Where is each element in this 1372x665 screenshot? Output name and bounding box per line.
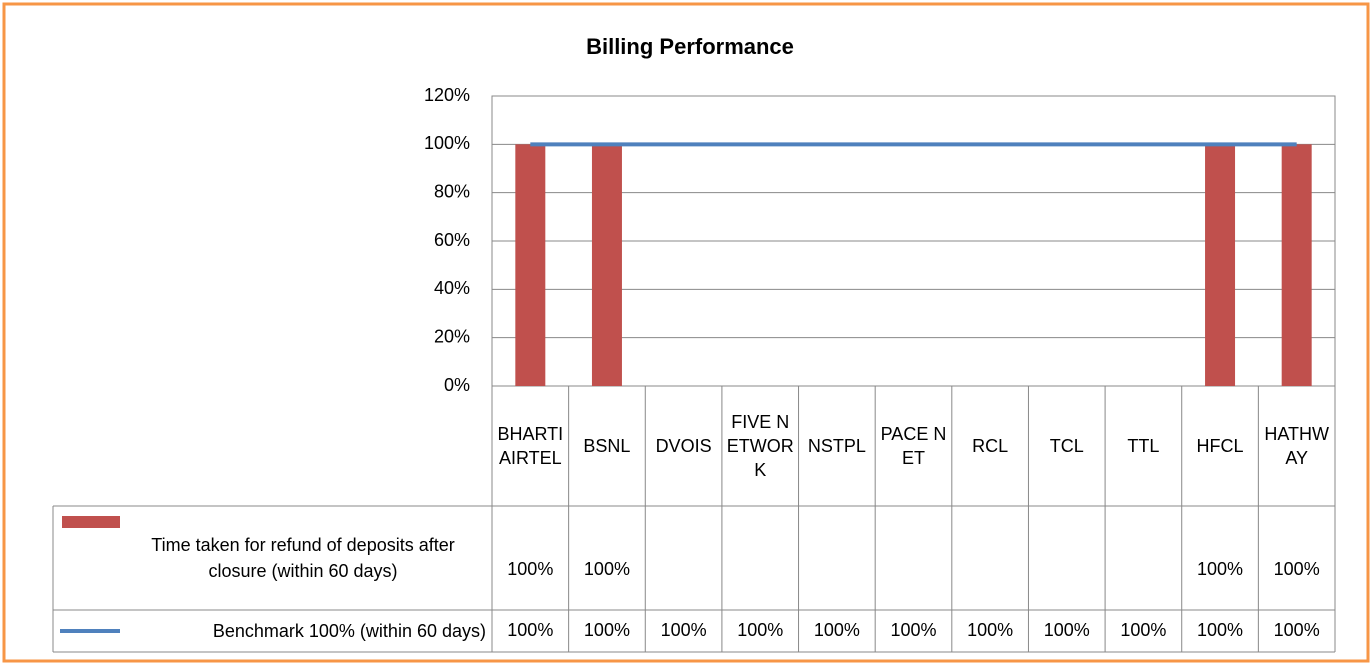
x-category-label-box: TCL bbox=[1049, 436, 1084, 456]
data-label: 100% bbox=[890, 620, 936, 640]
x-category-label-box: HATHWAY bbox=[1264, 424, 1329, 468]
data-label: 100% bbox=[814, 620, 860, 640]
y-tick-label: 60% bbox=[434, 230, 470, 250]
x-category-label: DVOIS bbox=[655, 436, 712, 456]
bar bbox=[591, 144, 622, 386]
x-category-label: TTL bbox=[1127, 436, 1160, 456]
x-category-label: RCL bbox=[972, 436, 1009, 456]
chart-title: Billing Performance bbox=[586, 34, 794, 59]
legend-label: Benchmark 100% (within 60 days) bbox=[212, 621, 486, 641]
data-label: 100% bbox=[1274, 559, 1320, 579]
data-label: 100% bbox=[1197, 620, 1243, 640]
x-category-label: PACE NET bbox=[880, 424, 947, 468]
x-category-label: NSTPL bbox=[807, 436, 866, 456]
data-label: 100% bbox=[1197, 559, 1243, 579]
data-label: 100% bbox=[1274, 620, 1320, 640]
y-tick-label: 40% bbox=[434, 278, 470, 298]
x-category-label: TCL bbox=[1049, 436, 1084, 456]
x-category-label-box: DVOIS bbox=[655, 436, 712, 456]
bar bbox=[1205, 144, 1236, 386]
data-label: 100% bbox=[507, 559, 553, 579]
legend-label-box: Benchmark 100% (within 60 days) bbox=[212, 621, 486, 641]
y-tick-label: 100% bbox=[424, 133, 470, 153]
data-label: 100% bbox=[737, 620, 783, 640]
x-category-label-box: PACE NET bbox=[880, 424, 947, 468]
data-label: 100% bbox=[1044, 620, 1090, 640]
x-category-label: BHARTI AIRTEL bbox=[497, 424, 564, 468]
data-label: 100% bbox=[661, 620, 707, 640]
data-label: 100% bbox=[584, 559, 630, 579]
legend-label: Time taken for refund of deposits after … bbox=[151, 535, 455, 581]
x-category-label-box: TTL bbox=[1127, 436, 1160, 456]
data-label: 100% bbox=[507, 620, 553, 640]
x-category-label-box: BSNL bbox=[583, 436, 631, 456]
x-category-label-box: HFCL bbox=[1196, 436, 1244, 456]
y-tick-label: 20% bbox=[434, 326, 470, 346]
bar bbox=[1281, 144, 1312, 386]
x-category-label: HFCL bbox=[1196, 436, 1244, 456]
y-tick-label: 0% bbox=[444, 375, 470, 395]
y-tick-label: 120% bbox=[424, 85, 470, 105]
x-category-label: HATHWAY bbox=[1264, 424, 1329, 468]
y-tick-label: 80% bbox=[434, 181, 470, 201]
bar bbox=[515, 144, 546, 386]
x-category-label: BSNL bbox=[583, 436, 631, 456]
x-category-label-box: BHARTI AIRTEL bbox=[497, 424, 564, 468]
data-label: 100% bbox=[967, 620, 1013, 640]
x-category-label-box: NSTPL bbox=[807, 436, 866, 456]
x-category-label-box: FIVE NETWORK bbox=[726, 412, 794, 480]
legend-swatch bbox=[62, 516, 120, 528]
data-label: 100% bbox=[584, 620, 630, 640]
x-category-label-box: RCL bbox=[972, 436, 1009, 456]
data-label: 100% bbox=[1120, 620, 1166, 640]
legend-label-box: Time taken for refund of deposits after … bbox=[151, 535, 455, 581]
x-category-label: FIVE NETWORK bbox=[726, 412, 794, 480]
